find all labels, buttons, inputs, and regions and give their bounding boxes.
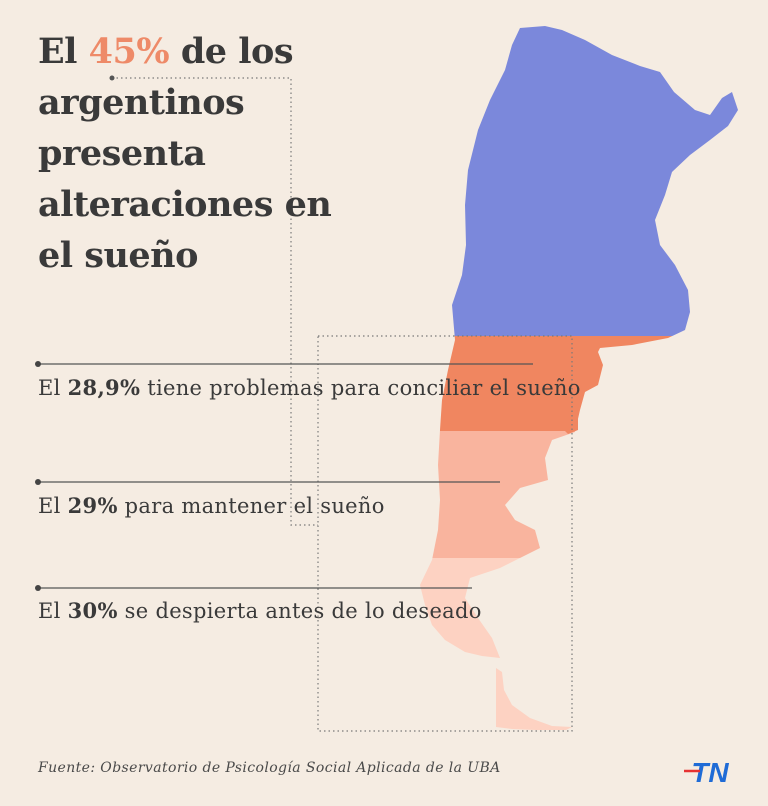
peninsula-valdes [560,415,578,434]
stat-value: 29% [67,493,118,518]
tierra-del-fuego [496,668,572,730]
stat-staying-asleep: El 29% para mantener el sueño [38,493,385,518]
stat-value: 28,9% [67,375,141,400]
stat-falling-asleep: El 28,9% tiene problemas para conciliar … [38,375,581,400]
stat-value: 30% [67,598,118,623]
region-band-2 [420,431,738,558]
region-top [420,26,738,336]
headline: El 45% de los argentinos presenta altera… [38,31,332,276]
headline-highlight: 45% [88,31,170,72]
stat-early-waking: El 30% se despierta antes de lo deseado [38,598,482,623]
region-frame [317,335,573,732]
headline-connector [112,77,318,526]
source-note: Fuente: Observatorio de Psicología Socia… [38,760,501,776]
tn-logo: TN [684,757,729,787]
